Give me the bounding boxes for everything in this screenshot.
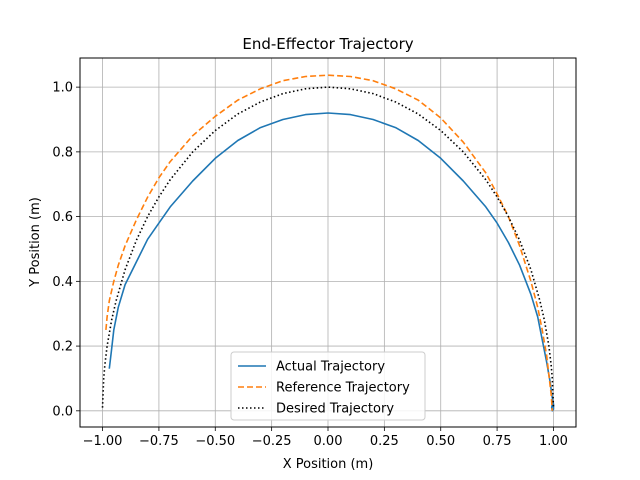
legend-label-0: Actual Trajectory <box>276 360 385 375</box>
x-tick-label: 1.00 <box>539 434 568 449</box>
x-axis-title: X Position (m) <box>283 457 374 472</box>
chart-title: End-Effector Trajectory <box>242 35 413 53</box>
legend-label-2: Desired Trajectory <box>276 402 394 417</box>
x-tick-label: −0.75 <box>139 434 179 449</box>
y-tick-label: 0.2 <box>52 340 73 355</box>
series-line-2 <box>101 86 555 408</box>
y-axis-title: Y Position (m) <box>28 197 43 288</box>
x-tick-label: −1.00 <box>83 434 123 449</box>
y-tick-label: 0.6 <box>52 210 73 225</box>
series-line-1 <box>105 74 554 411</box>
x-tick-label: −0.25 <box>252 434 292 449</box>
legend-box <box>230 351 426 421</box>
y-tick-label: 0.8 <box>52 145 73 160</box>
legend-label-1: Reference Trajectory <box>276 381 410 396</box>
x-tick-label: 0.75 <box>483 434 512 449</box>
x-tick-label: 0.00 <box>314 434 343 449</box>
x-tick-label: −0.50 <box>195 434 235 449</box>
y-tick-label: 1.0 <box>52 81 73 96</box>
y-tick-label: 0.4 <box>52 275 73 290</box>
x-tick-label: 0.50 <box>426 434 455 449</box>
axis-ticks: −1.00 −0.75 −0.50 −0.25 0.00 0.25 0.50 0.75 1.00… <box>52 81 568 449</box>
legend: Actual Trajectory Reference Trajectory Des… <box>230 351 426 421</box>
y-tick-label: 0.0 <box>52 404 73 419</box>
x-tick-label: 0.25 <box>370 434 399 449</box>
series-layer <box>101 74 555 412</box>
